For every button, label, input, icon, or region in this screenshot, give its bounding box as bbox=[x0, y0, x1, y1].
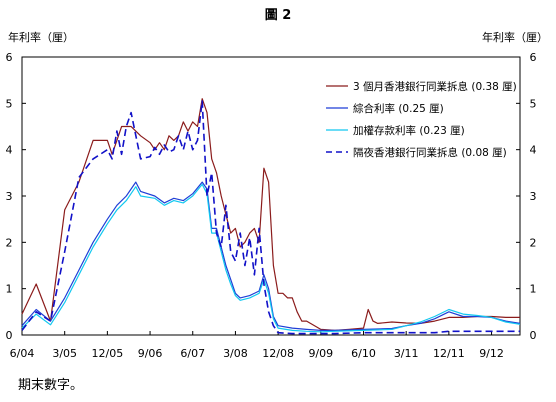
y-tick-label-left: 1 bbox=[6, 283, 13, 296]
x-tick-label: 3/08 bbox=[223, 347, 248, 360]
right-axis-unit: 年利率（厘） bbox=[482, 30, 548, 44]
series-line-2 bbox=[21, 181, 521, 331]
series-line-4 bbox=[21, 100, 520, 335]
y-tick-label-left: 4 bbox=[6, 144, 13, 157]
footnote: 期末數字。 bbox=[18, 378, 84, 393]
x-tick-label: 12/11 bbox=[433, 347, 465, 360]
x-axis: 6/04 3/05 12/05 9/06 6/07 3/08 12/08 9/09 6/10 3/… bbox=[10, 331, 504, 360]
legend-label-3: 加權存款利率 (0.23 厘) bbox=[353, 124, 465, 137]
plot-frame bbox=[21, 56, 521, 336]
y-tick-label-left: 2 bbox=[6, 236, 13, 249]
x-tick-label: 6/07 bbox=[180, 347, 205, 360]
y-tick-label-left: 3 bbox=[6, 190, 13, 203]
series-line-1 bbox=[21, 98, 520, 331]
legend-label-2: 綜合利率 (0.25 厘) bbox=[353, 102, 444, 115]
x-tick-label: 3/11 bbox=[394, 347, 419, 360]
y-tick-label-right: 3 bbox=[530, 190, 537, 203]
left-axis-unit: 年利率（厘） bbox=[8, 30, 74, 44]
left-y-axis: 0 1 2 3 4 5 6 bbox=[6, 51, 26, 342]
y-tick-label-right: 1 bbox=[530, 283, 537, 296]
y-tick-label-right: 4 bbox=[530, 144, 537, 157]
series-group bbox=[21, 98, 521, 335]
y-tick-label-right: 0 bbox=[530, 329, 537, 342]
x-tick-label: 12/08 bbox=[262, 347, 294, 360]
y-tick-label-right: 2 bbox=[530, 236, 537, 249]
legend-label-4: 隔夜香港銀行同業拆息 (0.08 厘) bbox=[353, 146, 507, 159]
legend-label-1: 3 個月香港銀行同業拆息 (0.38 厘) bbox=[353, 80, 517, 93]
y-tick-label-right: 6 bbox=[530, 51, 537, 64]
x-tick-label: 3/05 bbox=[52, 347, 77, 360]
x-tick-label: 9/09 bbox=[308, 347, 333, 360]
x-tick-label: 6/04 bbox=[10, 347, 35, 360]
y-tick-label-right: 5 bbox=[530, 97, 537, 110]
x-tick-label: 9/12 bbox=[479, 347, 504, 360]
y-tick-label-left: 5 bbox=[6, 97, 13, 110]
series-line-3 bbox=[21, 183, 521, 333]
y-tick-label-left: 6 bbox=[6, 51, 13, 64]
chart-title: 圖 2 bbox=[265, 7, 292, 23]
y-tick-label-left: 0 bbox=[6, 329, 13, 342]
legend: 3 個月香港銀行同業拆息 (0.38 厘) 綜合利率 (0.25 厘) 加權存款利率… bbox=[326, 80, 517, 159]
x-tick-label: 12/05 bbox=[92, 347, 124, 360]
x-tick-label: 9/06 bbox=[138, 347, 163, 360]
x-tick-label: 6/10 bbox=[351, 347, 376, 360]
right-y-axis: 0 1 2 3 4 5 6 bbox=[516, 51, 537, 342]
